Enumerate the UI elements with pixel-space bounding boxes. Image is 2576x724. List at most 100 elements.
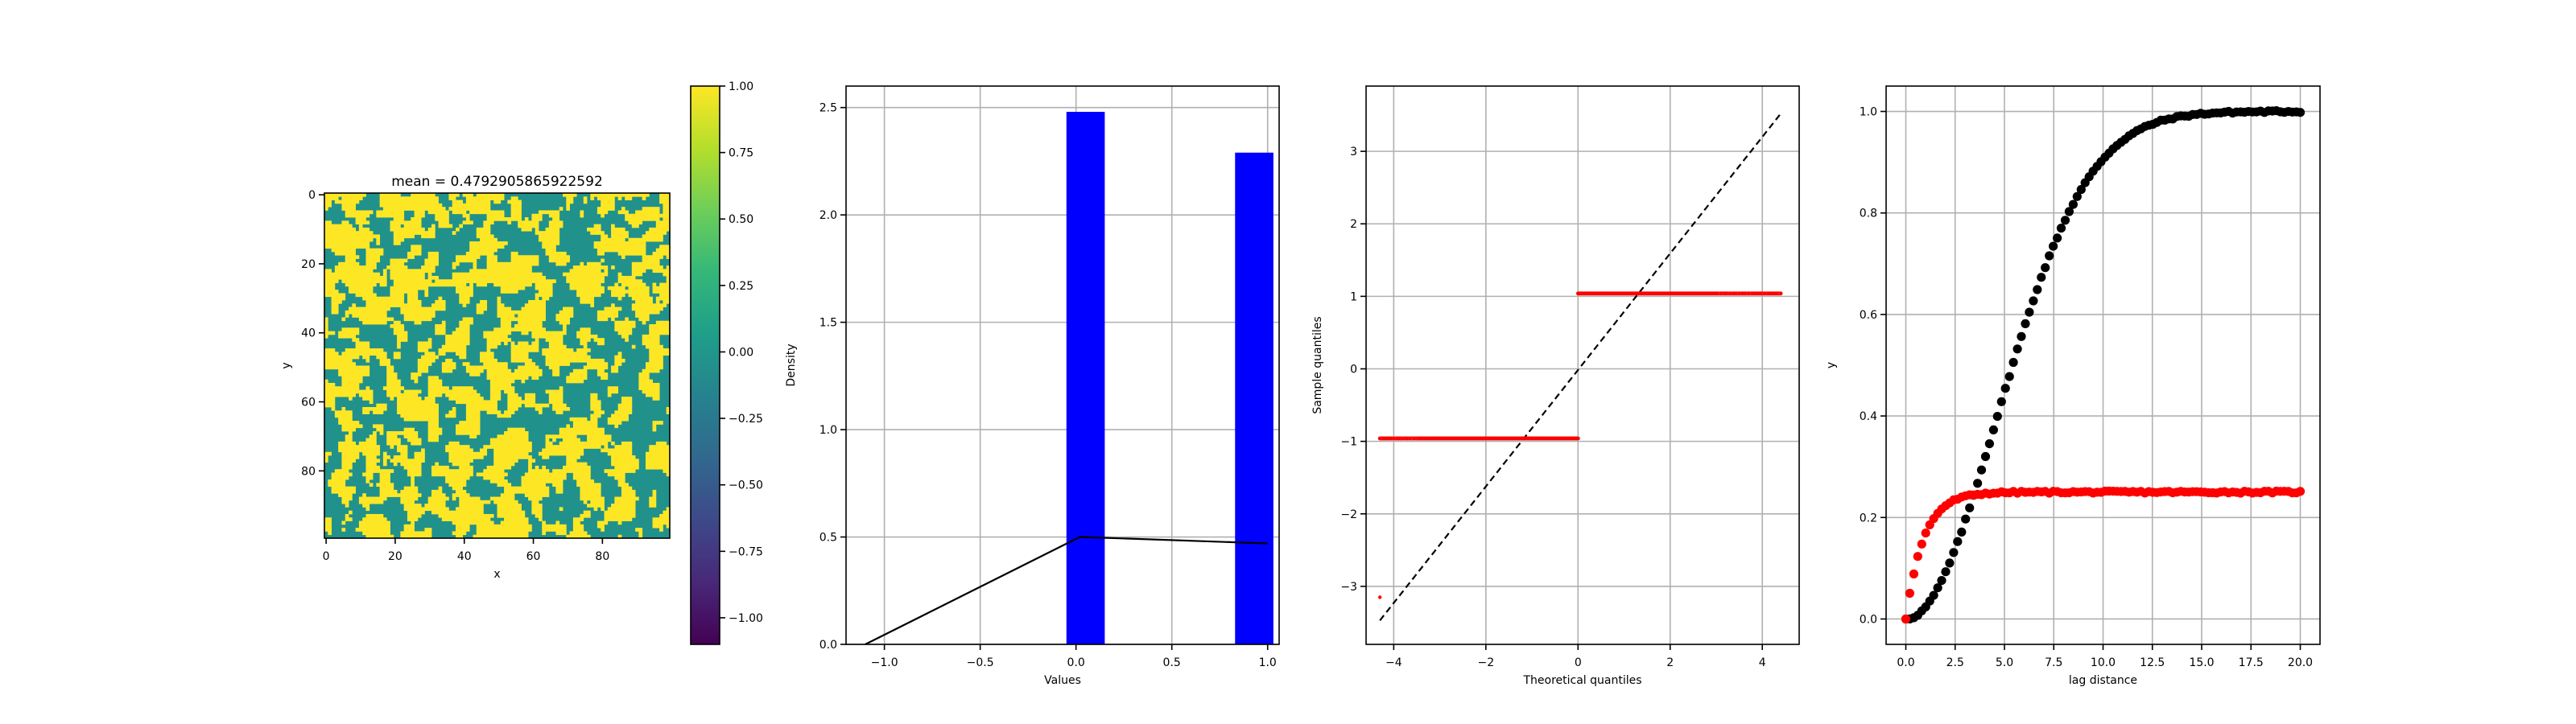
heatmap-cell (514, 352, 518, 356)
heatmap-cell (349, 397, 353, 401)
heatmap-cell (438, 282, 443, 287)
heatmap-cell (489, 479, 494, 483)
heatmap-cell (441, 365, 446, 370)
heatmap-cell (456, 386, 460, 390)
heatmap-cell (514, 282, 518, 287)
heatmap-cell (489, 403, 494, 408)
heatmap-cell (497, 510, 502, 515)
heatmap-cell (514, 513, 518, 518)
heatmap-cell (445, 365, 449, 370)
heatmap-cell (493, 472, 497, 477)
heatmap-cell (362, 448, 366, 453)
heatmap-cell (611, 417, 615, 422)
heatmap-cell (528, 306, 532, 311)
heatmap-cell (355, 327, 360, 331)
heatmap-cell (500, 210, 505, 215)
heatmap-cell (510, 489, 515, 494)
heatmap-cell (448, 472, 453, 477)
heatmap-cell (507, 286, 512, 290)
heatmap-cell (663, 286, 667, 290)
heatmap-cell (417, 397, 422, 401)
heatmap-cell (552, 400, 556, 405)
heatmap-cell (542, 479, 546, 483)
heatmap-cell (652, 258, 657, 263)
heatmap-cell (590, 193, 595, 197)
heatmap-cell (407, 417, 411, 422)
heatmap-cell (486, 376, 491, 381)
heatmap-cell (542, 282, 546, 287)
heatmap-cell (382, 531, 387, 536)
heatmap-cell (590, 424, 595, 429)
heatmap-cell (324, 348, 328, 352)
heatmap-cell (456, 524, 460, 529)
heatmap-cell (518, 348, 522, 352)
heatmap-cell (417, 286, 422, 290)
heatmap-cell (382, 203, 387, 208)
heatmap-cell (376, 445, 381, 449)
heatmap-cell (504, 520, 508, 525)
heatmap-cell (355, 421, 360, 425)
heatmap-cell (510, 528, 515, 532)
heatmap-cell (417, 306, 422, 311)
heatmap-cell (411, 475, 415, 480)
heatmap-cell (635, 272, 639, 277)
heatmap-cell (559, 255, 564, 259)
heatmap-cell (489, 355, 494, 360)
heatmap-cell (625, 517, 629, 521)
heatmap-cell (631, 504, 636, 508)
heatmap-cell (489, 331, 494, 335)
heatmap-cell (403, 331, 408, 335)
heatmap-cell (524, 220, 529, 225)
heatmap-cell (362, 320, 366, 325)
heatmap-cell (400, 496, 405, 501)
heatmap-cell (497, 241, 502, 245)
heatmap-cell (403, 314, 408, 318)
heatmap-cell (465, 286, 470, 290)
heatmap-cell (521, 227, 526, 232)
heatmap-cell (617, 410, 622, 414)
heatmap-cell (489, 265, 494, 269)
heatmap-cell (652, 397, 657, 401)
heatmap-cell (373, 496, 377, 501)
heatmap-cell (393, 293, 398, 298)
heatmap-cell (369, 275, 374, 280)
heatmap-cell (411, 317, 415, 322)
heatmap-cell (456, 534, 460, 539)
heatmap-cell (483, 531, 488, 536)
heatmap-cell (486, 217, 491, 221)
heatmap-cell (352, 210, 357, 215)
heatmap-cell (362, 368, 366, 373)
heatmap-cell (593, 231, 598, 235)
heatmap-cell (625, 445, 629, 449)
heatmap-cell (352, 207, 357, 211)
heatmap-cell (431, 210, 436, 215)
heatmap-cell (324, 331, 328, 335)
heatmap-cell (414, 299, 419, 304)
heatmap-cell (631, 220, 636, 225)
heatmap-cell (531, 493, 536, 497)
heatmap-cell (373, 265, 377, 269)
heatmap-cell (355, 365, 360, 370)
heatmap-cell (435, 393, 439, 397)
heatmap-cell (349, 386, 353, 390)
heatmap-cell (365, 410, 370, 414)
heatmap-cell (524, 534, 529, 539)
heatmap-cell (435, 417, 439, 422)
heatmap-cell (407, 510, 411, 515)
heatmap-cell (334, 296, 339, 301)
heatmap-cell (625, 493, 629, 497)
heatmap-cell (365, 441, 370, 446)
heatmap-cell (431, 376, 436, 381)
heatmap-cell (510, 517, 515, 521)
heatmap-cell (576, 355, 580, 360)
heatmap-cell (421, 286, 425, 290)
heatmap-cell (459, 200, 463, 204)
heatmap-cell (345, 362, 349, 366)
heatmap-cell (500, 261, 505, 266)
heatmap-cell (510, 282, 515, 287)
heatmap-cell (355, 382, 360, 387)
heatmap-cell (441, 389, 446, 394)
heatmap-cell (355, 193, 360, 197)
heatmap-cell (510, 524, 515, 529)
heatmap-cell (625, 403, 629, 408)
